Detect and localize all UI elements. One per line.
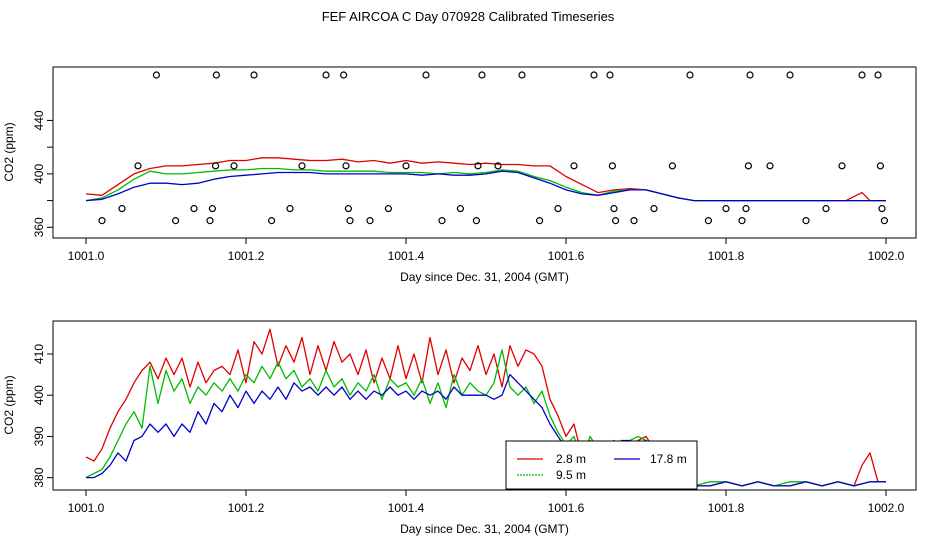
legend-box <box>505 440 698 490</box>
x-tick-label-p1-2: 1001.4 <box>388 249 425 263</box>
x-tick-label-p1-0: 1001.0 <box>68 249 105 263</box>
marker-circle <box>230 162 238 170</box>
marker-circle <box>570 162 578 170</box>
marker-circle <box>172 217 180 225</box>
x-tick-label-p2-5: 1002.0 <box>868 501 905 515</box>
marker-circle <box>610 205 618 213</box>
x-tick-label-p1-5: 1002.0 <box>868 249 905 263</box>
series-line-p1-17-8-m <box>85 170 886 202</box>
marker-circle <box>880 217 889 225</box>
y-tick-label-p2-2: 400 <box>32 385 46 405</box>
marker-circle <box>878 205 886 213</box>
marker-circle <box>402 162 410 170</box>
marker-circle <box>98 217 106 225</box>
marker-circle <box>786 71 794 79</box>
panel-top: 360 400 440 1001.0 1001.2 1001.4 1001.6 1001.8… <box>2 66 917 284</box>
x-tick-label-p2-3: 1001.6 <box>548 501 585 515</box>
marker-circle <box>668 162 677 170</box>
marker-circle <box>474 162 482 170</box>
marker-circle <box>322 71 330 79</box>
legend-label-17-8m: 17.8 m <box>650 452 687 466</box>
marker-circle <box>590 71 598 79</box>
series-line-p2-17-8-m <box>86 373 886 487</box>
marker-circle <box>298 162 306 170</box>
x-tick-label-p2-0: 1001.0 <box>68 501 105 515</box>
series-line-p1-2-8-m <box>85 157 886 202</box>
legend-label-2-8m: 2.8 m <box>556 452 586 466</box>
marker-circle <box>744 162 753 170</box>
x-tick-label-p1-4: 1001.8 <box>708 249 745 263</box>
x-tick-label-p1-1: 1001.2 <box>228 249 265 263</box>
marker-circle <box>838 162 846 170</box>
plot-frame-bottom <box>52 320 917 491</box>
marker-circle <box>611 217 620 225</box>
y-tick-label-p2-0: 380 <box>32 467 46 487</box>
marker-circle <box>340 71 348 79</box>
marker-circle <box>118 205 126 213</box>
marker-circle <box>630 217 638 225</box>
y-tick-label-p1-1: 400 <box>32 164 46 184</box>
x-axis-label-top: Day since Dec. 31, 2004 (GMT) <box>400 270 569 284</box>
plot-frame-top <box>52 66 917 239</box>
marker-circle <box>494 162 502 170</box>
series-line-p2-9-5-m <box>85 349 886 487</box>
x-axis-label-bottom: Day since Dec. 31, 2004 (GMT) <box>400 522 569 536</box>
marker-circle <box>422 71 430 79</box>
y-tick-label-p2-1: 390 <box>32 426 46 446</box>
marker-circle <box>384 205 392 213</box>
marker-circle <box>212 162 220 170</box>
series-line-p2-2-8-m <box>85 328 886 487</box>
marker-circle <box>822 205 830 213</box>
marker-circle <box>344 205 352 213</box>
marker-circle <box>346 217 354 225</box>
marker-circle <box>874 71 882 79</box>
y-tick-label-p1-2: 440 <box>32 110 46 130</box>
marker-circle <box>342 162 350 170</box>
marker-circle <box>212 71 220 79</box>
marker-circle <box>858 71 866 79</box>
x-tick-label-p1-3: 1001.6 <box>548 249 585 263</box>
x-tick-label-p2-2: 1001.4 <box>388 501 425 515</box>
x-tick-label-p2-1: 1001.2 <box>228 501 265 515</box>
legend: 2.8 m 9.5 m 17.8 m <box>505 440 698 490</box>
y-axis-label-bottom: CO2 (ppm) <box>2 375 16 434</box>
marker-circle <box>608 162 617 170</box>
panel-bottom: 380 390 400 410 1001.0 1001.2 1001.4 1001.6 100… <box>2 320 917 536</box>
marker-circle <box>366 217 374 225</box>
marker-circle <box>650 205 658 213</box>
marker-circle <box>746 71 754 79</box>
marker-circle <box>478 71 486 79</box>
legend-label-9-5m: 9.5 m <box>556 468 586 482</box>
y-tick-label-p1-0: 360 <box>32 217 46 237</box>
marker-circle <box>766 162 774 170</box>
marker-circle <box>206 217 214 225</box>
marker-circle <box>250 71 258 79</box>
x-tick-label-p2-4: 1001.8 <box>708 501 745 515</box>
figure-title: FEF AIRCOA C Day 070928 Calibrated Times… <box>321 9 615 24</box>
marker-circle <box>438 217 446 225</box>
marker-circle <box>208 205 216 213</box>
marker-circle <box>268 217 276 225</box>
marker-circle <box>686 71 694 79</box>
y-axis-label-top: CO2 (ppm) <box>2 122 16 181</box>
marker-circle <box>190 205 198 213</box>
marker-circle <box>134 162 142 170</box>
marker-circle <box>472 217 480 225</box>
marker-circle <box>876 162 885 170</box>
marker-circle <box>535 217 544 225</box>
marker-circle <box>738 217 746 225</box>
marker-circle <box>554 205 562 213</box>
marker-circle <box>606 71 614 79</box>
marker-circle <box>152 71 160 79</box>
marker-circle <box>518 71 526 79</box>
marker-circle <box>742 205 750 213</box>
y-tick-label-p2-3: 410 <box>32 344 46 364</box>
marker-circle <box>704 217 713 225</box>
marker-circle <box>456 205 464 213</box>
marker-circle <box>722 205 730 213</box>
marker-circle <box>802 217 810 225</box>
marker-circle <box>286 205 294 213</box>
